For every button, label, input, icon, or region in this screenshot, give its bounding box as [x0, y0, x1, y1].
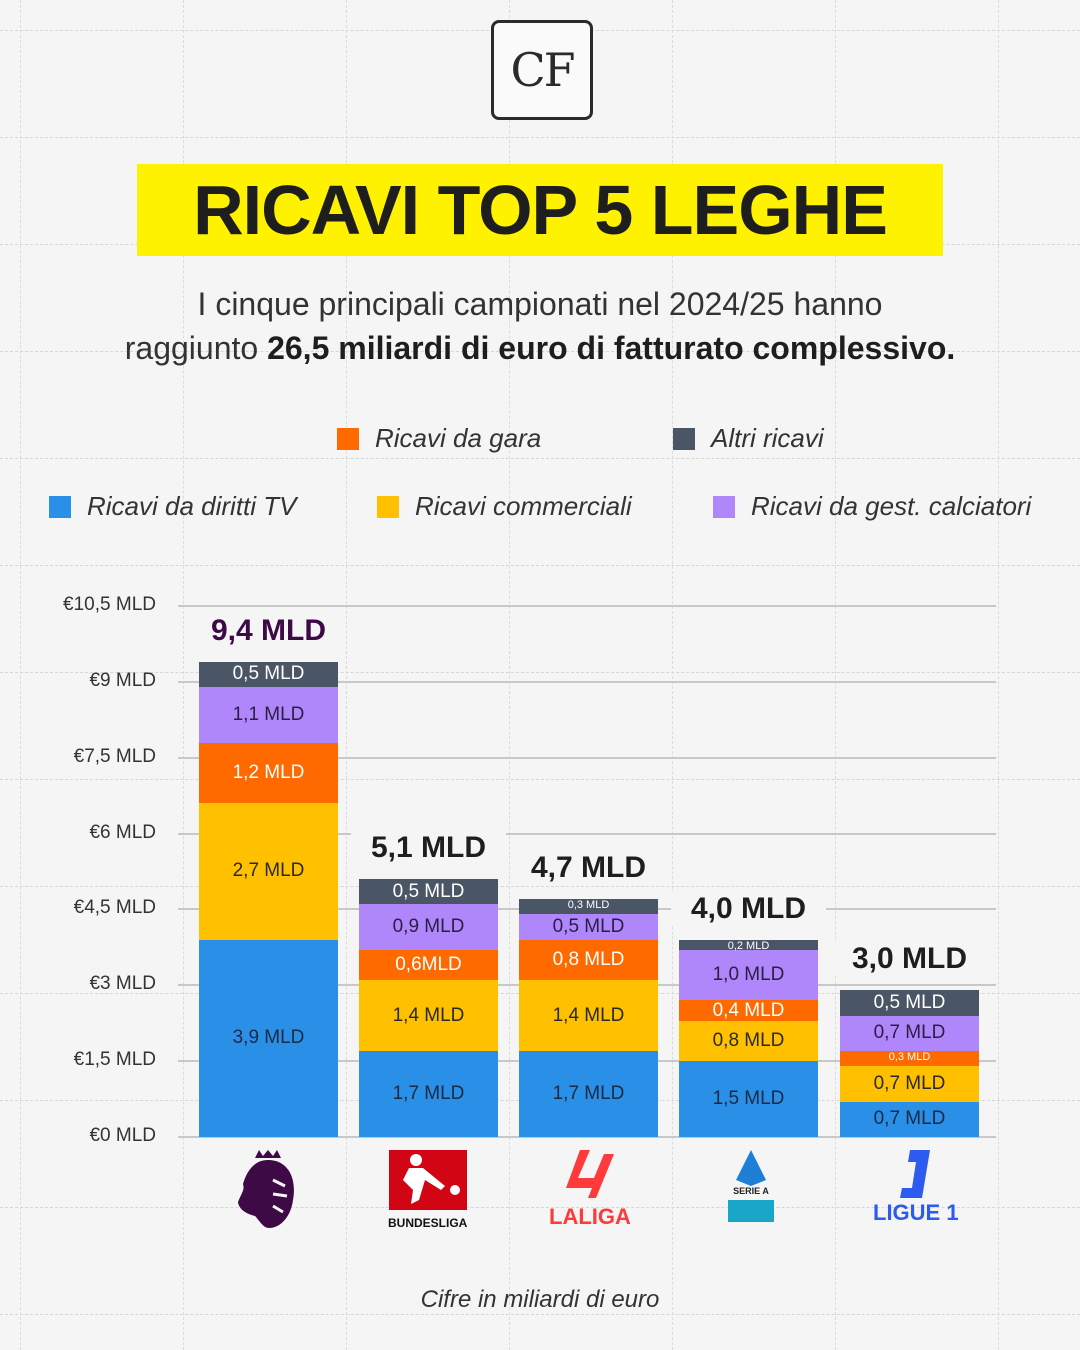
y-tick-label: €9 MLD — [89, 669, 156, 691]
y-tick-label: €10,5 MLD — [63, 594, 156, 615]
bar-segment: 1,4 MLD — [359, 980, 498, 1052]
ligue-1-logo: LIGUE 1 — [873, 1150, 959, 1226]
bar-segment: 1,4 MLD — [519, 980, 658, 1052]
laliga-wordmark: LALIGA — [549, 1204, 631, 1229]
subtitle-bold: 26,5 miliardi di euro di fatturato compl… — [267, 330, 956, 366]
legend-swatch — [713, 495, 735, 518]
grid-line — [672, 0, 673, 1350]
bar-total-label: 4,0 MLD — [671, 891, 826, 926]
serie-a-wordmark: SERIE A — [733, 1186, 769, 1196]
bar-segment: 0,9 MLD — [359, 904, 498, 950]
grid-line — [0, 137, 1080, 138]
bar-segment: 0,5 MLD — [519, 914, 658, 940]
serie-a-sponsor-badge — [728, 1200, 774, 1222]
legend-diritti-tv: Ricavi da diritti TV — [49, 491, 297, 522]
bar-segment: 1,2 MLD — [199, 742, 338, 804]
grid-line — [835, 0, 836, 1350]
legend-label: Ricavi da gara — [375, 423, 542, 453]
serie-a-emblem-icon — [736, 1150, 766, 1186]
serie-a-logo: SERIE A — [728, 1150, 774, 1222]
bundesliga-logo: BUNDESLIGA — [388, 1150, 467, 1230]
y-tick-label: €1,5 MLD — [73, 1049, 156, 1071]
subtitle-line-2: raggiunto 26,5 miliardi di euro di fattu… — [0, 326, 1080, 370]
grid-line — [998, 0, 999, 1350]
grid-line — [346, 0, 347, 1350]
cf-brand-logo: CF — [491, 20, 593, 120]
legend-label: Ricavi da gest. calciatori — [751, 491, 1032, 521]
gridline — [178, 756, 996, 759]
legend-altri-ricavi: Altri ricavi — [673, 423, 824, 454]
bar-segment: 0,7 MLD — [840, 1066, 979, 1102]
subtitle-plain: raggiunto — [124, 330, 268, 366]
grid-line — [0, 779, 1080, 780]
legend-swatch — [49, 495, 71, 518]
bar-segment: 0,5 MLD — [359, 879, 498, 905]
gridline — [178, 605, 996, 607]
gridline — [178, 832, 996, 835]
y-tick-label: €4,5 MLD — [73, 897, 156, 919]
bar-segment: 0,2 MLD — [679, 939, 818, 952]
grid-line — [0, 1207, 1080, 1208]
legend-label: Altri ricavi — [711, 423, 824, 453]
grid-line — [0, 886, 1080, 887]
bar-segment: 0,6MLD — [359, 949, 498, 981]
y-tick-label: €3 MLD — [89, 973, 156, 995]
legend-label: Ricavi commerciali — [415, 491, 632, 521]
bar-segment: 3,9 MLD — [199, 939, 338, 1137]
bar-segment: 1,0 MLD — [679, 949, 818, 1001]
gridline — [178, 680, 996, 683]
laliga-logo: LALIGA — [549, 1150, 631, 1230]
legend-ricavi-gara: Ricavi da gara — [337, 423, 541, 454]
bar-segment: 0,8 MLD — [679, 1020, 818, 1062]
subtitle: I cinque principali campionati nel 2024/… — [0, 282, 1080, 370]
grid-line — [0, 351, 1080, 352]
bar-segment: 1,1 MLD — [199, 686, 338, 743]
bar-segment: 0,3 MLD — [840, 1051, 979, 1067]
gridline — [178, 1136, 996, 1138]
grid-line — [0, 458, 1080, 459]
bar-segment: 1,7 MLD — [519, 1051, 658, 1137]
grid-line — [20, 0, 21, 1350]
legend-gest-calciatori: Ricavi da gest. calciatori — [713, 491, 1031, 522]
lion-crown-icon — [238, 1150, 294, 1228]
laliga-emblem-icon — [565, 1150, 614, 1198]
legend-swatch — [337, 427, 359, 450]
legend-label: Ricavi da diritti TV — [87, 491, 297, 521]
bar-segment: 0,5 MLD — [840, 990, 979, 1016]
bar-segment: 0,3 MLD — [519, 899, 658, 915]
bar-total-label: 9,4 MLD — [191, 613, 346, 648]
bar-segment: 0,7 MLD — [840, 1015, 979, 1052]
bar-segment: 0,8 MLD — [519, 939, 658, 981]
bar-total-label: 5,1 MLD — [351, 831, 506, 866]
legend-swatch — [673, 427, 695, 450]
bar-total-label: 3,0 MLD — [832, 942, 987, 977]
y-tick-label: €0 MLD — [89, 1125, 156, 1146]
ligue-1-wordmark: LIGUE 1 — [873, 1200, 959, 1225]
grid-line — [0, 565, 1080, 566]
subtitle-line-1: I cinque principali campionati nel 2024/… — [197, 286, 883, 322]
footnote: Cifre in miliardi di euro — [420, 1286, 660, 1313]
ligue-1-emblem-icon — [899, 1150, 930, 1198]
page-title: RICAVI TOP 5 LEGHE — [137, 164, 943, 256]
bundesliga-player-icon — [388, 1150, 467, 1210]
legend-commerciali: Ricavi commerciali — [377, 491, 632, 522]
grid-line — [509, 0, 510, 1350]
y-tick-label: €6 MLD — [89, 821, 156, 843]
legend-swatch — [377, 495, 399, 518]
grid-line — [183, 0, 184, 1350]
bar-total-label: 4,7 MLD — [511, 851, 666, 886]
bundesliga-wordmark: BUNDESLIGA — [388, 1216, 468, 1230]
grid-line — [0, 1314, 1080, 1315]
bar-segment: 0,4 MLD — [679, 1000, 818, 1021]
bar-segment: 0,7 MLD — [840, 1101, 979, 1137]
grid-line — [0, 672, 1080, 673]
bar-segment: 2,7 MLD — [199, 803, 338, 940]
bar-segment: 0,5 MLD — [199, 661, 338, 687]
y-tick-label: €7,5 MLD — [73, 745, 156, 767]
premier-league-logo — [233, 1150, 303, 1230]
bar-segment: 1,5 MLD — [679, 1061, 818, 1137]
bar-segment: 1,7 MLD — [359, 1051, 498, 1137]
